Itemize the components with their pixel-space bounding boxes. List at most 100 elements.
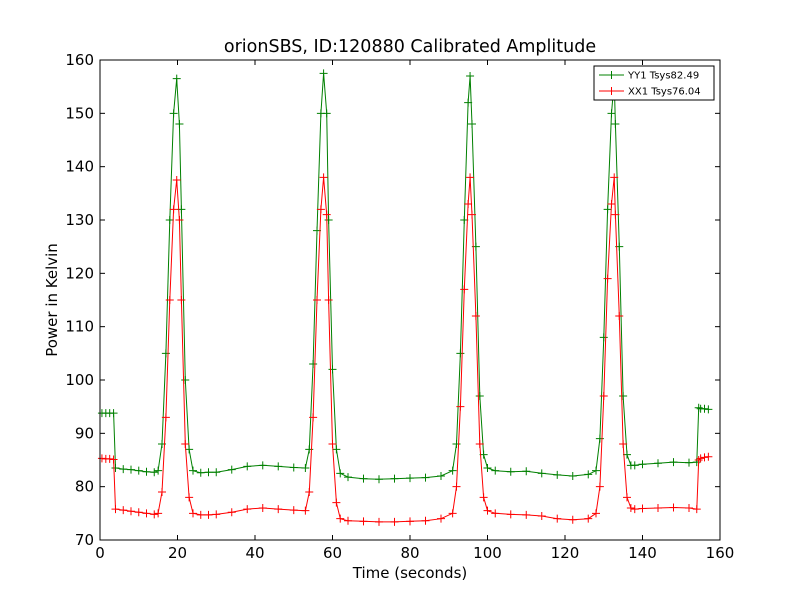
data-point	[227, 465, 236, 474]
data-point	[336, 469, 345, 478]
data-point	[456, 349, 465, 358]
data-point	[332, 498, 341, 507]
chart-title: orionSBS, ID:120880 Calibrated Amplitude	[224, 37, 596, 57]
data-point	[483, 506, 492, 515]
data-point	[685, 458, 693, 467]
data-point	[390, 474, 399, 483]
data-point	[119, 506, 128, 515]
data-point	[181, 440, 190, 448]
data-point	[603, 274, 612, 283]
data-point	[421, 473, 430, 482]
data-point	[289, 506, 298, 515]
data-point	[506, 510, 515, 519]
data-point	[111, 464, 120, 472]
data-point	[654, 459, 662, 468]
data-point	[196, 468, 205, 477]
data-point	[212, 510, 221, 519]
data-point	[313, 296, 321, 304]
series-line	[101, 73, 709, 480]
data-point	[111, 505, 120, 514]
data-point	[638, 460, 647, 469]
series-1	[97, 173, 713, 526]
data-point	[189, 509, 197, 518]
data-point	[359, 517, 368, 526]
x-tick-label: 60	[323, 544, 342, 562]
y-tick-label: 100	[65, 371, 94, 389]
data-point	[305, 488, 314, 496]
data-point	[390, 517, 399, 526]
data-point	[599, 392, 608, 400]
data-point	[274, 505, 283, 514]
data-point	[359, 474, 368, 483]
data-point	[274, 462, 283, 471]
data-point	[406, 517, 414, 526]
data-point	[212, 468, 221, 477]
data-point	[119, 465, 128, 474]
x-tick-label: 20	[168, 544, 187, 562]
data-point	[694, 456, 703, 464]
data-point	[584, 470, 593, 479]
data-point	[630, 505, 639, 514]
legend-label: XX1 Tsys76.04	[628, 87, 701, 98]
plot-series	[97, 69, 713, 526]
data-point	[471, 312, 480, 320]
data-point	[134, 466, 143, 475]
data-point	[456, 402, 465, 411]
y-tick-label: 160	[65, 51, 94, 69]
y-tick-label: 70	[75, 531, 94, 549]
data-point	[704, 452, 713, 461]
data-point	[522, 510, 531, 519]
data-point	[336, 514, 345, 523]
data-point	[452, 482, 461, 491]
data-point	[466, 72, 475, 80]
data-point	[301, 506, 310, 515]
data-point	[694, 403, 703, 412]
data-point	[553, 470, 562, 479]
y-tick-label: 110	[65, 318, 94, 336]
legend-label: YY1 Tsys82.49	[627, 71, 699, 82]
data-point	[479, 493, 488, 502]
data-point	[189, 466, 197, 475]
data-point	[700, 404, 709, 413]
data-point	[109, 409, 118, 418]
data-point	[595, 434, 604, 443]
data-point	[165, 216, 174, 224]
data-point	[611, 210, 620, 219]
data-point	[344, 473, 352, 482]
data-point	[142, 509, 151, 518]
data-point	[603, 205, 612, 214]
data-point	[319, 173, 328, 182]
legend-entry: YY1 Tsys82.49	[599, 71, 699, 82]
x-tick-label: 100	[473, 544, 502, 562]
data-point	[258, 504, 267, 512]
data-point	[127, 465, 135, 474]
data-point	[332, 445, 341, 454]
data-point	[619, 392, 628, 400]
data-point	[328, 365, 337, 374]
y-tick-label: 130	[65, 211, 94, 229]
data-point	[475, 440, 484, 448]
data-point	[452, 440, 461, 448]
data-point	[421, 516, 430, 525]
data-point	[175, 120, 184, 128]
legend-box	[593, 65, 715, 101]
data-point	[700, 453, 709, 462]
data-point	[491, 509, 500, 518]
data-point	[172, 176, 181, 184]
y-tick-label: 150	[65, 104, 94, 122]
data-point	[522, 467, 531, 476]
data-point	[161, 349, 170, 358]
data-point	[626, 504, 635, 512]
legend-marker	[607, 87, 616, 95]
data-point	[105, 454, 114, 463]
data-point	[599, 333, 608, 342]
data-point	[448, 509, 457, 518]
data-point	[172, 74, 181, 83]
data-point	[692, 458, 701, 467]
data-point	[537, 512, 546, 520]
y-tick-label: 140	[65, 158, 94, 176]
data-point	[243, 462, 252, 471]
data-point	[169, 205, 178, 214]
